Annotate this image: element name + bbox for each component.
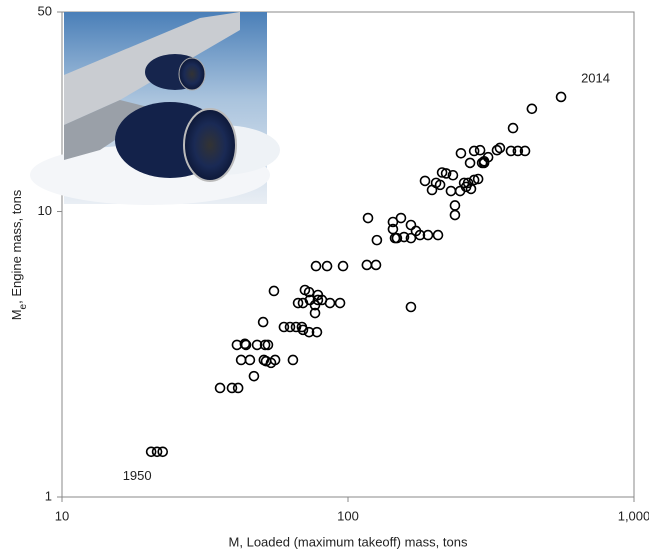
data-point bbox=[234, 383, 243, 392]
data-point bbox=[269, 286, 278, 295]
data-point bbox=[323, 262, 332, 271]
data-point bbox=[446, 187, 455, 196]
x-axis-label: M, Loaded (maximum takeoff) mass, tons bbox=[229, 534, 468, 549]
data-point bbox=[466, 158, 475, 167]
data-point bbox=[249, 372, 258, 381]
data-point bbox=[493, 146, 502, 155]
data-point bbox=[336, 299, 345, 308]
y-tick-label: 10 bbox=[38, 203, 52, 218]
data-point bbox=[434, 231, 443, 240]
data-point bbox=[339, 262, 348, 271]
data-point bbox=[396, 214, 405, 223]
data-point bbox=[325, 299, 334, 308]
data-point bbox=[158, 447, 167, 456]
data-point bbox=[362, 260, 371, 269]
data-point bbox=[259, 318, 268, 327]
photo-inset bbox=[30, 12, 280, 205]
data-point bbox=[364, 214, 373, 223]
data-point bbox=[421, 176, 430, 185]
x-tick-label: 10 bbox=[55, 508, 69, 523]
data-point bbox=[476, 146, 485, 155]
data-point bbox=[372, 236, 381, 245]
y-tick-label: 50 bbox=[38, 3, 52, 18]
annotation: 1950 bbox=[123, 468, 152, 483]
data-point bbox=[450, 211, 459, 220]
data-point bbox=[216, 383, 225, 392]
chart: M, Loaded (maximum takeoff) mass, tons M… bbox=[0, 0, 649, 554]
data-point bbox=[288, 355, 297, 364]
data-point bbox=[245, 355, 254, 364]
data-point bbox=[406, 221, 415, 230]
data-point bbox=[495, 143, 504, 152]
data-point bbox=[372, 260, 381, 269]
data-point bbox=[557, 92, 566, 101]
annotation: 2014 bbox=[581, 70, 610, 85]
x-tick-label: 100 bbox=[337, 508, 359, 523]
data-point bbox=[509, 124, 518, 133]
y-tick-label: 1 bbox=[45, 488, 52, 503]
data-point bbox=[450, 201, 459, 210]
data-point bbox=[406, 302, 415, 311]
data-point bbox=[312, 262, 321, 271]
x-tick-label: 1,000 bbox=[618, 508, 649, 523]
y-label-rest: , Engine mass, tons bbox=[9, 189, 24, 304]
data-point bbox=[456, 149, 465, 158]
y-label-main: M bbox=[9, 309, 24, 320]
data-point bbox=[237, 355, 246, 364]
y-axis-label: Me, Engine mass, tons bbox=[9, 189, 29, 320]
data-point bbox=[527, 104, 536, 113]
